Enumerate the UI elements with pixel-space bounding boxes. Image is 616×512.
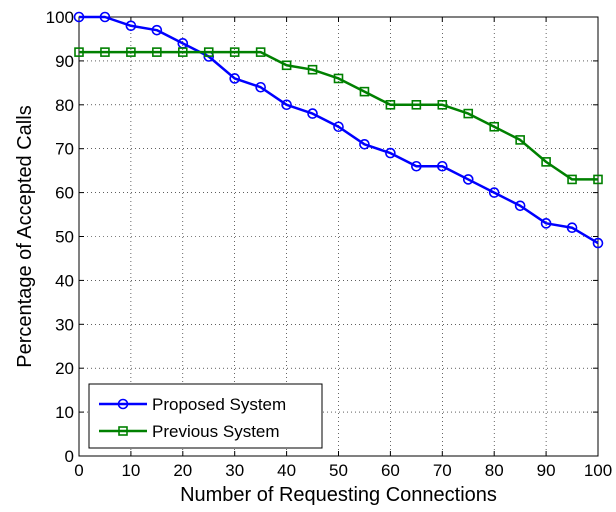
data-point — [488, 187, 500, 198]
data-point — [152, 47, 162, 57]
series-line — [79, 50, 598, 181]
data-point — [151, 24, 163, 36]
y-tick-label: 70 — [55, 140, 74, 159]
data-point — [411, 160, 422, 172]
legend-label-previous: Previous System — [152, 422, 280, 441]
data-point — [437, 100, 448, 110]
data-point — [462, 174, 474, 185]
y-tick-label: 100 — [46, 8, 74, 27]
data-point — [333, 73, 344, 84]
data-point — [385, 147, 396, 159]
x-tick-label: 10 — [121, 461, 140, 480]
series-layer — [73, 11, 604, 249]
data-point — [281, 60, 292, 71]
data-point — [541, 157, 551, 167]
series-proposed — [73, 11, 604, 249]
series-previous — [74, 47, 603, 185]
legend-marker-proposed — [117, 398, 129, 410]
data-point — [74, 47, 84, 57]
data-point — [489, 121, 500, 132]
data-point — [592, 237, 604, 249]
x-tick-label: 50 — [329, 461, 348, 480]
data-point — [411, 100, 422, 110]
x-tick-label: 0 — [74, 461, 83, 480]
data-point — [359, 139, 370, 150]
data-point — [255, 81, 266, 93]
x-tick-label: 80 — [485, 461, 504, 480]
legend-marker-previous — [118, 426, 128, 436]
x-tick-label: 100 — [584, 461, 612, 480]
data-point — [178, 47, 188, 57]
data-point — [307, 108, 318, 119]
x-tick-label: 60 — [381, 461, 400, 480]
data-point — [126, 47, 136, 57]
data-point — [566, 222, 578, 234]
x-tick-label: 90 — [537, 461, 556, 480]
y-tick-label: 50 — [55, 228, 74, 247]
data-point — [385, 100, 396, 110]
data-point — [515, 135, 525, 145]
legend-label-proposed: Proposed System — [152, 395, 286, 414]
data-point — [333, 121, 344, 133]
y-tick-label: 40 — [55, 271, 74, 290]
data-point — [463, 108, 474, 119]
x-tick-label: 70 — [433, 461, 452, 480]
data-point — [281, 99, 292, 111]
data-point — [307, 64, 318, 75]
legend: Proposed System Previous System — [88, 383, 323, 449]
data-point — [255, 47, 266, 57]
y-tick-label: 0 — [65, 447, 74, 466]
x-tick-label: 20 — [173, 461, 192, 480]
y-tick-label: 10 — [55, 403, 74, 422]
y-tick-labels: 0 10 20 30 40 50 60 70 80 90 100 — [46, 8, 74, 466]
data-point — [567, 174, 577, 185]
data-point — [73, 11, 85, 23]
y-tick-label: 80 — [55, 96, 74, 115]
data-point — [229, 47, 240, 57]
data-point — [125, 20, 137, 32]
data-point — [540, 218, 552, 229]
data-point — [359, 86, 370, 97]
legend-box — [88, 383, 323, 449]
data-point — [100, 47, 110, 57]
x-axis-title: Number of Requesting Connections — [180, 484, 497, 506]
data-point — [436, 160, 448, 172]
data-point — [203, 47, 214, 57]
data-point — [99, 11, 111, 23]
y-tick-label: 20 — [55, 359, 74, 378]
data-point — [514, 200, 526, 212]
data-point — [229, 73, 240, 84]
x-tick-label: 40 — [277, 461, 296, 480]
x-tick-labels: 0 10 20 30 40 50 60 70 80 90 100 — [74, 461, 612, 480]
y-tick-label: 30 — [55, 315, 74, 334]
y-tick-label: 90 — [55, 52, 74, 71]
y-tick-label: 60 — [55, 184, 74, 203]
x-tick-label: 30 — [225, 461, 244, 480]
data-point — [593, 174, 603, 185]
grid-lines — [79, 17, 598, 456]
y-axis-title: Percentage of Accepted Calls — [14, 105, 36, 367]
series-line — [79, 15, 599, 245]
